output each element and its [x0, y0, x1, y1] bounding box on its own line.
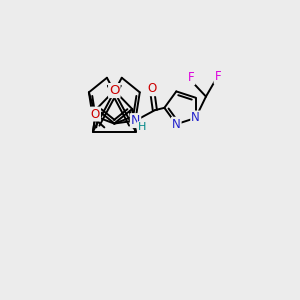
Text: F: F — [214, 70, 221, 83]
Text: O: O — [147, 82, 157, 95]
Text: F: F — [188, 71, 194, 84]
Text: N: N — [131, 114, 140, 127]
Text: O: O — [91, 107, 100, 121]
Text: O: O — [109, 84, 120, 97]
Text: N: N — [172, 118, 181, 131]
Text: N: N — [191, 111, 200, 124]
Text: H: H — [138, 122, 146, 132]
